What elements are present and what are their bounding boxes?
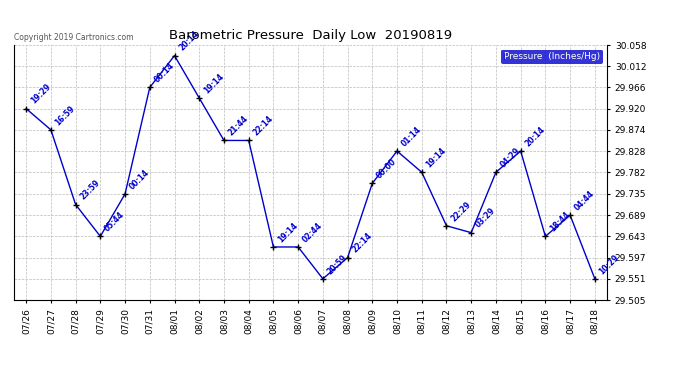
Text: 05:44: 05:44 [103, 210, 126, 234]
Text: 20:59: 20:59 [326, 253, 349, 276]
Text: 20:14: 20:14 [524, 125, 547, 148]
Text: 21:44: 21:44 [227, 114, 250, 138]
Text: 10:29: 10:29 [598, 253, 621, 276]
Text: 04:44: 04:44 [573, 189, 596, 212]
Text: 04:29: 04:29 [499, 146, 522, 170]
Text: 22:14: 22:14 [251, 114, 275, 138]
Text: 19:14: 19:14 [276, 221, 299, 244]
Title: Barometric Pressure  Daily Low  20190819: Barometric Pressure Daily Low 20190819 [169, 30, 452, 42]
Text: 20:14: 20:14 [177, 29, 201, 53]
Text: 23:59: 23:59 [79, 178, 101, 202]
Text: 01:14: 01:14 [400, 125, 423, 148]
Text: Copyright 2019 Cartronics.com: Copyright 2019 Cartronics.com [14, 33, 133, 42]
Text: 22:29: 22:29 [449, 200, 473, 223]
Text: 02:44: 02:44 [301, 221, 324, 244]
Text: 19:14: 19:14 [202, 72, 226, 95]
Text: 19:14: 19:14 [424, 146, 448, 170]
Text: 00:14: 00:14 [128, 168, 151, 191]
Text: 00:00: 00:00 [375, 157, 399, 180]
Text: 00:14: 00:14 [152, 61, 176, 85]
Text: 03:29: 03:29 [474, 207, 497, 230]
Text: 16:59: 16:59 [54, 104, 77, 127]
Text: 22:14: 22:14 [351, 231, 374, 255]
Text: 18:44: 18:44 [548, 210, 572, 234]
Text: 19:29: 19:29 [29, 82, 52, 106]
Legend: Pressure  (Inches/Hg): Pressure (Inches/Hg) [501, 50, 602, 64]
